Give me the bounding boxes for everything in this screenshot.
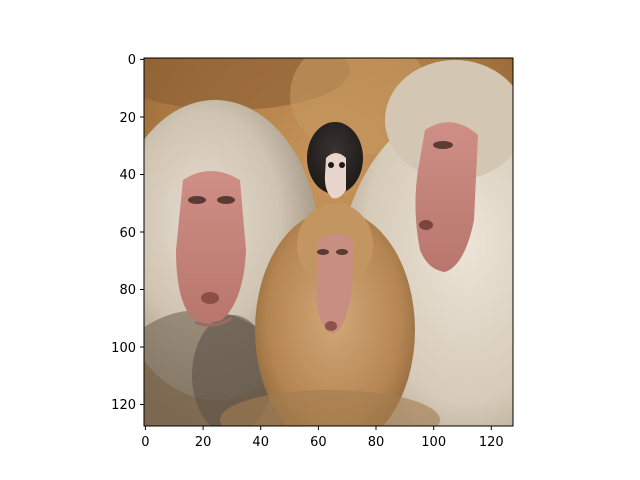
x-tick-label: 20 [195,435,212,450]
x-tick: 60 [310,426,327,450]
axes-frame [143,57,514,427]
y-tick-label: 40 [119,168,136,183]
x-tick-label: 60 [310,435,327,450]
x-tick: 40 [252,426,269,450]
x-tick-label: 100 [421,435,446,450]
y-tick: 80 [119,283,144,298]
y-tick-label: 0 [128,53,136,68]
y-tick-label: 80 [119,283,136,298]
y-tick-label: 120 [111,398,136,413]
x-tick: 20 [195,426,212,450]
x-tick: 80 [368,426,385,450]
x-tick-label: 80 [368,435,385,450]
y-tick: 60 [119,226,144,241]
y-tick-label: 100 [111,341,136,356]
x-tick-label: 120 [479,435,504,450]
y-tick: 40 [119,168,144,183]
baboon-image [144,58,513,426]
y-axis: 0 20 40 60 80 100 120 [111,53,144,413]
x-tick: 120 [479,426,504,450]
y-tick-label: 60 [119,226,136,241]
y-tick: 20 [119,111,144,126]
x-axis: 0 20 40 60 80 100 120 [141,426,504,450]
y-tick: 100 [111,341,144,356]
x-tick: 0 [141,426,150,450]
x-tick: 100 [421,426,446,450]
y-tick-label: 20 [119,111,136,126]
x-tick-label: 40 [252,435,269,450]
y-tick: 120 [111,398,144,413]
y-tick: 0 [128,53,144,68]
x-tick-label: 0 [141,435,149,450]
